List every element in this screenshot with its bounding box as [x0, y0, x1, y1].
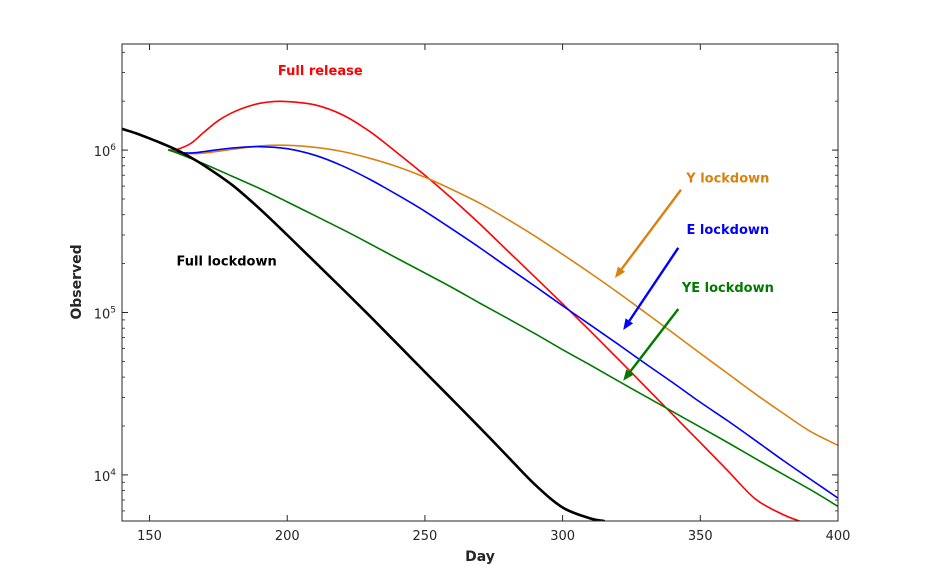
x-tick-label: 300	[550, 529, 575, 544]
annotation-ye-lockdown: YE lockdown	[681, 281, 774, 296]
y-tick-label: 104	[94, 468, 117, 485]
x-tick-label: 150	[137, 529, 162, 544]
annotation-full-lockdown: Full lockdown	[177, 254, 277, 269]
tick-layer: 150 200 250 300 350 400 104 105 106	[94, 44, 851, 544]
x-tick-label: 250	[413, 529, 438, 544]
arrow-head	[614, 266, 626, 279]
annotation-e-lockdown: E lockdown	[687, 223, 770, 238]
arrow-head	[623, 369, 634, 381]
arrow-shaft	[628, 247, 680, 322]
annotation-full-release: Full release	[278, 64, 363, 79]
plot-frame	[121, 43, 839, 522]
series-line-full-release	[168, 100, 801, 521]
y-axis-title: Observed	[69, 244, 85, 319]
series-line-e-lockdown	[168, 145, 838, 499]
annotation-y-lockdown: Y lockdown	[685, 172, 769, 187]
arrow-shaft	[620, 189, 682, 270]
series-line-full-lockdown	[122, 127, 606, 521]
x-axis-title: Day	[465, 549, 495, 565]
series-line-y-lockdown	[168, 144, 838, 447]
y-tick-label: 106	[94, 143, 117, 160]
arrow-shaft	[628, 308, 680, 373]
x-tick-label: 350	[688, 529, 713, 544]
series-line-ye-lockdown	[168, 149, 838, 508]
annotation-layer: Full release Y lockdown E lockdown YE lockd…	[177, 64, 774, 381]
x-tick-label: 200	[275, 529, 300, 544]
plot-area-background	[122, 44, 838, 521]
series-layer	[122, 100, 838, 521]
arrow-head	[623, 318, 634, 330]
x-tick-label: 400	[826, 529, 851, 544]
y-tick-label: 105	[94, 305, 116, 322]
